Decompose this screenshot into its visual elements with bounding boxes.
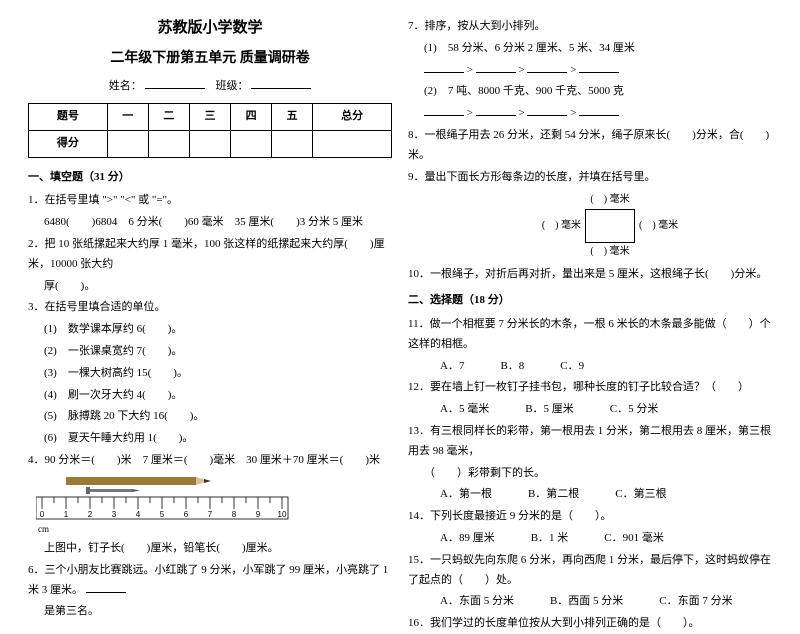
title-main: 苏教版小学数学 (28, 15, 392, 42)
svg-text:3: 3 (112, 510, 117, 519)
q5: 上图中，钉子长( )厘米，铅笔长( )厘米。 (28, 539, 392, 559)
svg-text:5: 5 (160, 510, 165, 519)
q14-opts: A．89 厘米B．1 米C．901 毫米 (408, 529, 772, 549)
q2: 2．把 10 张纸摞起来大约厚 1 毫米，100 张这样的纸摞起来大约厚( )厘… (28, 235, 392, 275)
rect-left-lab: ( ) 毫米 (542, 217, 581, 235)
q8: 8．一根绳子用去 26 分米，还剩 54 分米，绳子原来长( )分米，合( )米… (408, 126, 772, 166)
rect-box (585, 209, 635, 243)
nail-body (88, 489, 132, 492)
q7-1: (1) 58 分米、6 分米 2 厘米、5 米、34 厘米 (408, 39, 772, 59)
q13-opts: A．第一根B．第二根C．第三根 (408, 485, 772, 505)
th-label: 题号 (29, 103, 108, 130)
th-2: 二 (148, 103, 189, 130)
q2b: 厚( )。 (28, 277, 392, 297)
svg-text:6: 6 (184, 510, 189, 519)
q3: 3．在括号里填合适的单位。 (28, 298, 392, 318)
score-cell (107, 130, 148, 157)
svg-text:4: 4 (136, 510, 141, 519)
q6a: 6．三个小朋友比赛跳远。小红跳了 9 分米，小军跳了 99 厘米，小亮跳了 1 … (28, 561, 392, 601)
th-3: 三 (189, 103, 230, 130)
th-4: 四 (231, 103, 272, 130)
q7-2-blank: > > > (408, 104, 772, 124)
svg-text:7: 7 (208, 510, 213, 519)
q7-2: (2) 7 吨、8000 千克、900 千克、5000 克 (408, 82, 772, 102)
q6b: 是第三名。 (28, 602, 392, 622)
svg-text:1: 1 (64, 510, 69, 519)
q7-1-blank: > > > (408, 61, 772, 81)
svg-text:9: 9 (256, 510, 261, 519)
svg-text:8: 8 (232, 510, 237, 519)
meta-line: 姓名： 班级： (28, 77, 392, 97)
q11: 11．做一个相框要 7 分米长的木条，一根 6 米长的木条最多能做（ ）个这样的… (408, 315, 772, 355)
q15-opts: A．东面 5 分米B．西面 5 分米C．东面 7 分米 (408, 592, 772, 612)
section1-title: 一、填空题（31 分） (28, 168, 392, 188)
q11-opts: A．7B．8C．9 (408, 357, 772, 377)
q9: 9．量出下面长方形每条边的长度，并填在括号里。 (408, 168, 772, 188)
rect-diagram: ( ) 毫米 ( ) 毫米 ( ) 毫米 ( ) 毫米 (448, 191, 772, 261)
q3-1: (1) 数学课本厚约 6( )。 (28, 320, 392, 340)
q3-6: (6) 夏天午睡大约用 1( )。 (28, 429, 392, 449)
class-blank (251, 77, 311, 89)
title-sub: 二年级下册第五单元 质量调研卷 (28, 46, 392, 71)
q10: 10．一根绳子，对折后再对折，量出来是 5 厘米，这根绳子长( )分米。 (408, 265, 772, 285)
svg-text:0: 0 (40, 510, 45, 519)
name-blank (145, 77, 205, 89)
th-total: 总分 (313, 103, 392, 130)
class-label: 班级： (216, 80, 249, 92)
ruler-unit: cm (36, 521, 392, 537)
name-label: 姓名： (109, 80, 142, 92)
q3-5: (5) 脉搏跳 20 下大约 16( )。 (28, 407, 392, 427)
q3-4: (4) 刷一次牙大约 4( )。 (28, 386, 392, 406)
q13: 13．有三根同样长的彩带，第一根用去 1 分米，第二根用去 8 厘米，第三根用去… (408, 422, 772, 462)
q1a: 6480( )6804 6 分米( )60 毫米 35 厘米( )3 分米 5 … (28, 213, 392, 233)
rect-right-lab: ( ) 毫米 (639, 217, 678, 235)
th-5: 五 (272, 103, 313, 130)
q3-3: (3) 一棵大树高约 15( )。 (28, 364, 392, 384)
q6-blank (86, 581, 126, 593)
ruler-image: 0 1 2 3 4 5 6 7 8 9 10 cm (36, 475, 392, 537)
pencil-body (66, 477, 196, 485)
q12: 12．要在墙上钉一枚钉子挂书包，哪种长度的钉子比较合适？（ ） (408, 378, 772, 398)
rect-bot-lab: ( ) 毫米 (590, 243, 629, 261)
q14: 14．下列长度最接近 9 分米的是（ ）。 (408, 507, 772, 527)
q16: 16．我们学过的长度单位按从大到小排列正确的是（ ）。 (408, 614, 772, 634)
q3-2: (2) 一张课桌宽约 7( )。 (28, 342, 392, 362)
q13b: （ ）彩带剩下的长。 (408, 464, 772, 484)
q15: 15．一只蚂蚁先向东爬 6 分米，再向西爬 1 分米，最后停下，这时蚂蚁停在了起… (408, 551, 772, 591)
q4: 4．90 分米＝( )米 7 厘米＝( )毫米 30 厘米＋70 厘米＝( )米 (28, 451, 392, 471)
score-label: 得分 (29, 130, 108, 157)
rect-top-lab: ( ) 毫米 (590, 191, 629, 209)
svg-text:2: 2 (88, 510, 93, 519)
th-1: 一 (107, 103, 148, 130)
svg-text:10: 10 (278, 510, 287, 519)
section2-title: 二、选择题（18 分） (408, 291, 772, 311)
q12-opts: A．5 毫米B．5 厘米C．5 分米 (408, 400, 772, 420)
q7: 7．排序，按从大到小排列。 (408, 17, 772, 37)
score-table: 题号 一 二 三 四 五 总分 得分 (28, 103, 392, 158)
q1: 1．在括号里填 ">" "<" 或 "="。 (28, 191, 392, 211)
